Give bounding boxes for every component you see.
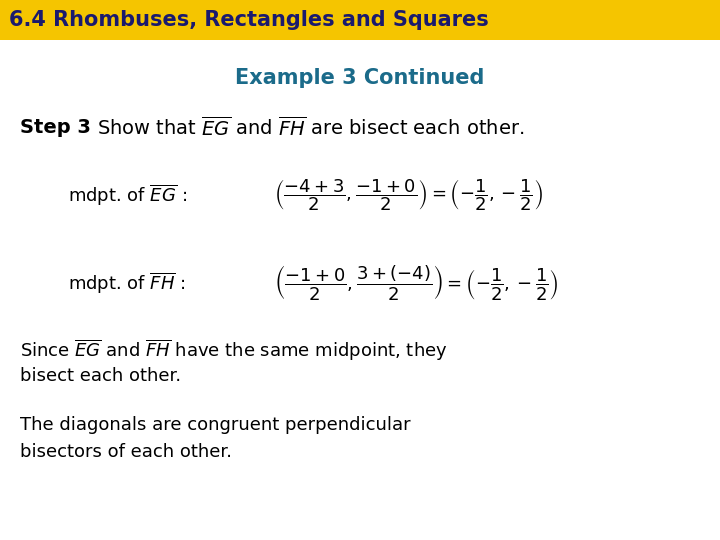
FancyBboxPatch shape [0, 0, 720, 40]
Text: Show that $\overline{EG}$ and $\overline{FH}$ are bisect each other.: Show that $\overline{EG}$ and $\overline… [97, 116, 524, 140]
Text: $\left(\dfrac{-4+3}{2},\dfrac{-1+0}{2}\right)=\left(-\dfrac{1}{2},-\dfrac{1}{2}\: $\left(\dfrac{-4+3}{2},\dfrac{-1+0}{2}\r… [274, 178, 542, 213]
Text: The diagonals are congruent perpendicular: The diagonals are congruent perpendicula… [20, 416, 411, 434]
Text: $\left(\dfrac{-1+0}{2},\dfrac{3+(-4)}{2}\right)=\left(-\dfrac{1}{2},-\dfrac{1}{2: $\left(\dfrac{-1+0}{2},\dfrac{3+(-4)}{2}… [274, 264, 558, 302]
Text: mdpt. of $\overline{EG}$ :: mdpt. of $\overline{EG}$ : [68, 183, 187, 208]
Text: bisect each other.: bisect each other. [20, 367, 181, 386]
Text: Step 3: Step 3 [20, 118, 91, 138]
Text: Example 3 Continued: Example 3 Continued [235, 68, 485, 89]
Text: bisectors of each other.: bisectors of each other. [20, 443, 232, 461]
Text: Since $\overline{EG}$ and $\overline{FH}$ have the same midpoint, they: Since $\overline{EG}$ and $\overline{FH}… [20, 337, 448, 363]
Text: 6.4 Rhombuses, Rectangles and Squares: 6.4 Rhombuses, Rectangles and Squares [9, 10, 489, 30]
Text: mdpt. of $\overline{FH}$ :: mdpt. of $\overline{FH}$ : [68, 270, 186, 296]
